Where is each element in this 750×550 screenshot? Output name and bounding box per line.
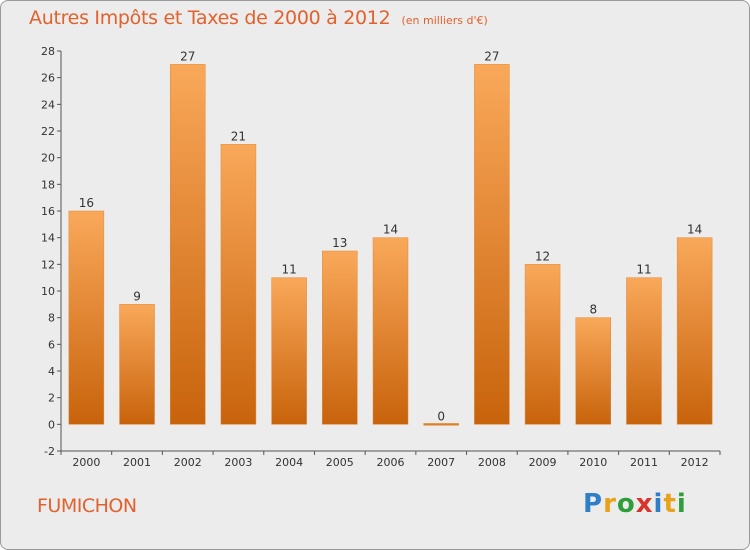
y-tick-label: 26 — [41, 72, 55, 85]
x-tick-label: 2011 — [630, 456, 658, 469]
y-tick-label: 12 — [41, 258, 55, 271]
bars — [68, 64, 713, 426]
data-label: 9 — [133, 289, 141, 303]
x-tick-label: 2012 — [681, 456, 709, 469]
data-label: 8 — [589, 303, 597, 317]
x-tick-label: 2005 — [326, 456, 354, 469]
commune-name: FUMICHON — [37, 495, 137, 517]
data-label: 21 — [231, 129, 246, 143]
y-tick-label: 2 — [48, 392, 55, 405]
data-label: 27 — [484, 49, 499, 63]
logo-letter: i — [653, 489, 664, 519]
y-tick-label: 22 — [41, 125, 55, 138]
logo-letter: P — [583, 489, 604, 519]
logo-letter: x — [635, 489, 654, 519]
bar — [474, 64, 510, 425]
x-tick-label: 2002 — [174, 456, 202, 469]
proxiti-logo: Proxiti — [583, 489, 687, 519]
bar — [372, 237, 409, 425]
x-tick-label: 2000 — [72, 456, 100, 469]
data-label: 27 — [180, 49, 195, 63]
y-tick-label: 20 — [41, 152, 55, 165]
title-text: Autres Impôts et Taxes de 2000 à 2012 — [29, 7, 391, 29]
bar — [68, 210, 105, 425]
data-labels: 16 9 27 21 11 13 14 0 27 12 8 11 14 — [79, 49, 703, 423]
bar — [676, 237, 713, 425]
y-tick-label: 0 — [48, 418, 55, 431]
y-tick-label: 10 — [41, 285, 55, 298]
bar — [119, 304, 155, 425]
bar — [322, 250, 358, 425]
data-label: 12 — [535, 249, 550, 263]
bar — [524, 264, 561, 425]
data-label: 16 — [79, 196, 94, 210]
chart-title: Autres Impôts et Taxes de 2000 à 2012 (e… — [29, 7, 488, 29]
x-tick-label: 2009 — [529, 456, 557, 469]
logo-letter: o — [616, 489, 636, 519]
data-label: 13 — [332, 236, 347, 250]
y-tick-label: 28 — [41, 45, 55, 58]
bar — [626, 277, 662, 425]
y-tick-label: -2 — [44, 445, 55, 458]
title-unit: (en milliers d'€) — [401, 14, 488, 27]
bar — [423, 423, 459, 426]
x-tick-label: 2004 — [275, 456, 303, 469]
data-label: 14 — [383, 223, 398, 237]
logo-letter: t — [663, 489, 677, 519]
x-tick-label: 2007 — [427, 456, 455, 469]
x-tick-label: 2001 — [123, 456, 151, 469]
y-tick-label: 14 — [41, 232, 55, 245]
y-tick-label: 4 — [48, 365, 55, 378]
bar — [220, 144, 257, 425]
y-tick-label: 6 — [48, 338, 55, 351]
logo-letter: i — [676, 489, 687, 519]
x-tick-label: 2003 — [224, 456, 252, 469]
data-label: 11 — [281, 263, 296, 277]
y-tick-label: 8 — [48, 312, 55, 325]
bar — [169, 64, 206, 425]
data-label: 0 — [437, 409, 445, 423]
y-tick-label: 18 — [41, 178, 55, 191]
bar — [271, 277, 307, 425]
y-tick-label: 24 — [41, 98, 55, 111]
data-label: 11 — [636, 263, 651, 277]
data-label: 14 — [687, 223, 702, 237]
x-tick-label: 2008 — [478, 456, 506, 469]
bar — [575, 317, 612, 425]
x-tick-label: 2006 — [377, 456, 405, 469]
logo-letter: r — [603, 489, 617, 519]
y-tick-label: 16 — [41, 205, 55, 218]
x-tick-label: 2010 — [579, 456, 607, 469]
